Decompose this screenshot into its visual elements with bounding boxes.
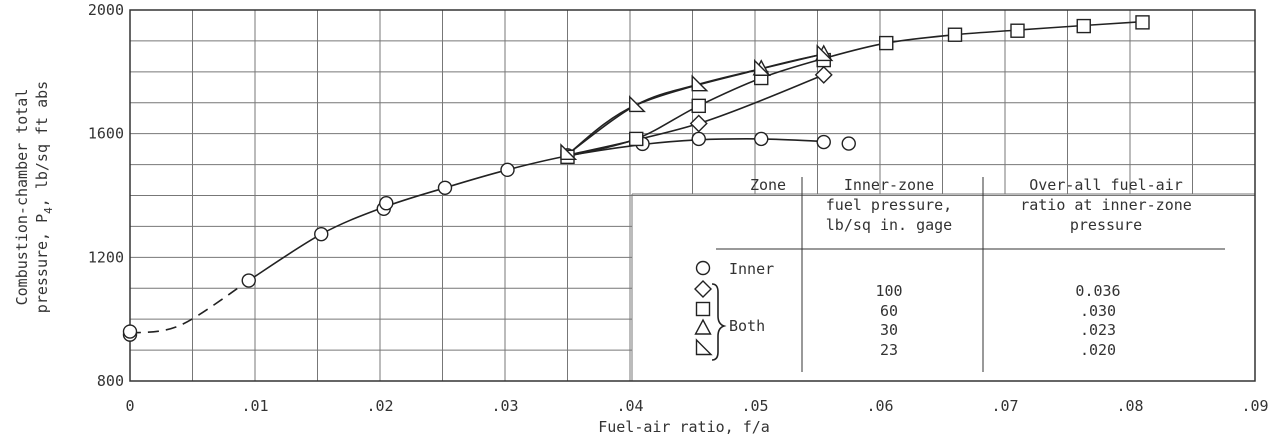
- legend-circle-icon: [695, 260, 711, 276]
- circle-data-point: [122, 324, 138, 339]
- legend-ratio-value: 0.036: [1075, 282, 1120, 300]
- y-axis-title-line-1: Combustion-chamber total: [13, 89, 31, 306]
- curve-square: [567, 20, 1143, 157]
- legend-header-pressure: lb/sq in. gage: [826, 216, 952, 234]
- legend-header-pressure: Inner-zone: [844, 176, 934, 194]
- legend-brace: [711, 283, 727, 361]
- legend-header-ratio: ratio at inner-zone: [1020, 196, 1192, 214]
- circle-data-point: [691, 131, 706, 147]
- right-triangle-data-point: [754, 59, 771, 76]
- curve-circle-dashed: [129, 279, 250, 334]
- legend-pressure-value: 60: [880, 302, 898, 320]
- legend-header-ratio: pressure: [1070, 216, 1142, 234]
- circle-data-point: [437, 180, 453, 195]
- legend-ratio-value: .023: [1080, 321, 1116, 339]
- legend-table: Zone Inner-zone fuel pressure, lb/sq in. ga…: [694, 176, 1225, 372]
- y-tick-label: 1600: [88, 125, 124, 143]
- curves: [129, 20, 1143, 334]
- y-axis-title-text: pressure, P: [33, 214, 51, 313]
- circle-data-point: [241, 273, 256, 288]
- x-tick-label: .02: [366, 397, 393, 415]
- legend-ratio-value: .030: [1080, 302, 1116, 320]
- legend-pressure-value: 30: [880, 321, 898, 339]
- square-data-point: [629, 131, 644, 147]
- y-axis-title-line-2: pressure, P4, lb/sq ft abs: [33, 81, 55, 313]
- x-tick-label: .08: [1116, 397, 1143, 415]
- square-data-point: [1010, 23, 1025, 38]
- x-tick-label: .09: [1241, 397, 1268, 415]
- square-data-point: [1135, 15, 1150, 30]
- right-triangle-data-point: [629, 95, 646, 113]
- x-tick-label: .01: [241, 397, 268, 415]
- x-tick-label: 0: [125, 397, 134, 415]
- y-tick-label: 2000: [88, 1, 124, 19]
- y-tick-label: 1200: [88, 248, 124, 266]
- legend-pressure-value: 100: [875, 282, 902, 300]
- x-tick-label: .04: [616, 397, 643, 415]
- right-triangle-data-point: [691, 74, 709, 92]
- y-axis-title-units: , lb/sq ft abs: [33, 81, 51, 207]
- diamond-data-point: [689, 114, 708, 133]
- square-data-point: [691, 98, 706, 114]
- legend-header-pressure: fuel pressure,: [826, 196, 952, 214]
- legend-square-icon: [695, 301, 711, 317]
- x-tick-label: .03: [491, 397, 518, 415]
- y-axis-title-subscript: 4: [42, 207, 55, 214]
- right-triangle-data-point: [816, 44, 834, 62]
- x-axis-title: Fuel-air ratio, f/a: [598, 418, 770, 436]
- x-tick-label: .06: [866, 397, 893, 415]
- square-data-point: [1076, 18, 1091, 34]
- legend-ratio-value: .020: [1080, 341, 1116, 359]
- legend-pressure-value: 23: [880, 341, 898, 359]
- diamond-data-point: [814, 65, 833, 84]
- circle-data-point: [500, 162, 515, 178]
- circle-data-point: [314, 226, 329, 242]
- x-tick-label: .05: [741, 397, 768, 415]
- legend-header-zone: Zone: [750, 176, 786, 194]
- circle-data-point: [841, 136, 856, 151]
- circle-data-point: [816, 134, 831, 150]
- legend-zone-label: Inner: [729, 260, 774, 278]
- right-triangle-data-point: [560, 143, 578, 161]
- data-points: [122, 15, 1150, 342]
- curve-circle: [248, 138, 824, 282]
- y-tick-label: 800: [97, 372, 124, 390]
- legend-header-ratio: Over-all fuel-air: [1029, 176, 1183, 194]
- circle-data-point: [379, 196, 394, 211]
- legend-right-triangle-icon: [695, 338, 713, 356]
- legend-diamond-icon: [694, 280, 712, 298]
- plot-frame: [129, 9, 1256, 382]
- square-data-point: [879, 35, 894, 51]
- axes: Fuel-air ratio, f/a Combustion-chamber t…: [13, 1, 1269, 436]
- x-tick-label: .07: [991, 397, 1018, 415]
- legend-both-label: Both: [729, 317, 765, 335]
- square-data-point: [947, 27, 963, 42]
- circle-data-point: [754, 131, 769, 147]
- legend-triangle-icon: [694, 318, 712, 335]
